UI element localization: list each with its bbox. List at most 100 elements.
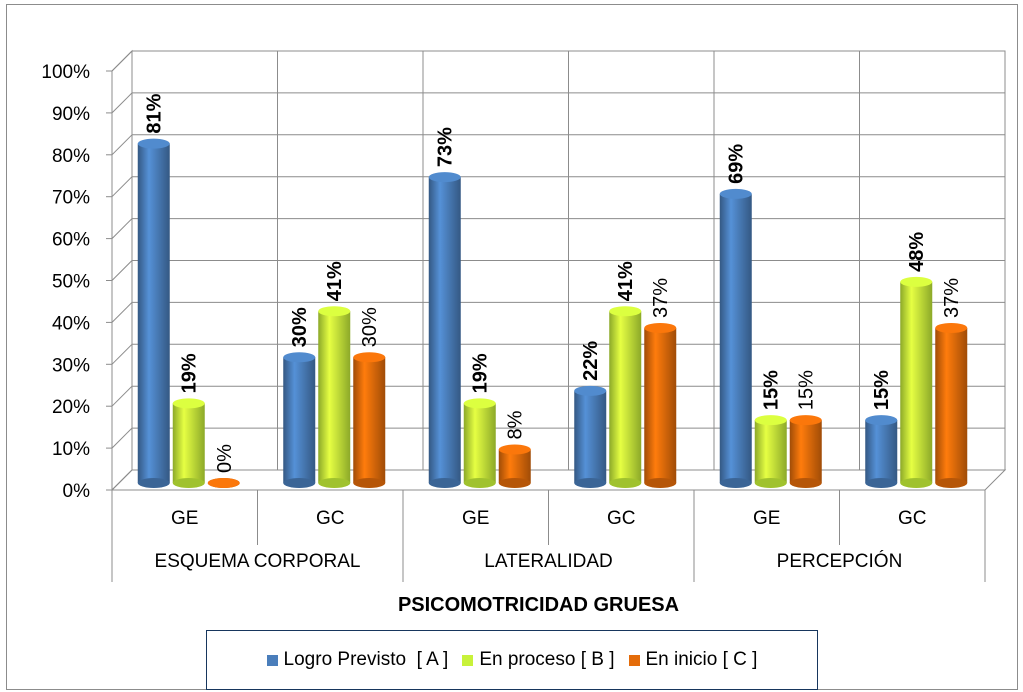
bar-top <box>719 188 752 199</box>
data-label: 19% <box>179 353 201 393</box>
y-tick-label: 100% <box>41 62 90 83</box>
bar-top <box>935 322 968 333</box>
bar-body <box>574 390 607 483</box>
bar-top <box>207 478 240 488</box>
y-tick-label: 0% <box>63 481 91 502</box>
data-label: 81% <box>144 93 166 133</box>
bar-body <box>353 357 386 483</box>
y-tick-label: 30% <box>52 355 90 376</box>
gridline-side <box>111 302 133 323</box>
data-label: 48% <box>906 232 928 272</box>
legend-swatch-c <box>628 654 640 666</box>
bar-body <box>172 403 205 483</box>
y-tick-label: 90% <box>52 104 90 125</box>
bar-body <box>498 449 531 483</box>
bar-base <box>283 478 316 488</box>
bar-body <box>935 327 968 483</box>
data-label: 41% <box>324 261 346 301</box>
bar-base <box>353 478 386 488</box>
bar-top <box>644 322 677 333</box>
bar-top <box>463 398 496 409</box>
bar-base <box>498 478 531 488</box>
data-label: 15% <box>871 370 893 410</box>
legend: Logro Previsto [ A ] En proceso [ B ] En… <box>206 630 818 690</box>
bar-base <box>574 478 607 488</box>
data-label: 73% <box>435 127 457 167</box>
data-label: 15% <box>796 370 818 410</box>
bar-body <box>865 420 898 483</box>
data-label: 0% <box>214 444 236 473</box>
bar-top <box>137 138 170 149</box>
group-label: PERCEPCIÓN <box>777 550 903 572</box>
bar-body <box>609 311 642 483</box>
bar-base <box>137 478 170 488</box>
data-label: 30% <box>289 307 311 347</box>
data-label: 8% <box>505 410 527 439</box>
bar-body <box>318 311 351 483</box>
gridline-side <box>111 218 133 239</box>
data-label: 30% <box>359 307 381 347</box>
bar-base <box>318 478 351 488</box>
data-label: 69% <box>726 144 748 184</box>
bar-base <box>754 478 787 488</box>
y-tick-label: 50% <box>52 272 90 293</box>
legend-item-b: En proceso [ B ] <box>462 649 615 671</box>
bar-body <box>463 403 496 483</box>
x-tick-label: GE <box>753 508 780 529</box>
gridline-side <box>111 134 133 156</box>
bar-base <box>463 478 496 488</box>
bar-body <box>644 327 677 483</box>
bar-top <box>789 415 822 426</box>
y-tick-label: 20% <box>52 397 90 418</box>
bar-base <box>172 478 205 488</box>
legend-swatch-b <box>462 654 474 666</box>
data-label: 22% <box>580 341 602 381</box>
bar-top <box>754 415 787 426</box>
gridline-side <box>111 385 133 407</box>
legend-label-b: En proceso [ B ] <box>479 649 615 670</box>
data-label: 19% <box>470 353 492 393</box>
bar-top <box>172 398 205 409</box>
x-tick-label: GC <box>607 508 636 529</box>
bar-base <box>789 478 822 488</box>
bar-body <box>789 420 822 483</box>
legend-swatch-a <box>266 654 278 666</box>
bar-top <box>574 385 607 396</box>
data-label: 41% <box>615 261 637 301</box>
gridline-side <box>111 50 133 72</box>
bar-body <box>428 177 461 483</box>
legend-item-c: En inicio [ C ] <box>628 649 757 671</box>
bar-top <box>498 444 531 455</box>
data-label: 37% <box>941 278 963 318</box>
x-axis-title: PSICOMOTRICIDAD GRUESA <box>398 594 679 616</box>
bar-body <box>900 281 933 483</box>
bar-body <box>137 143 170 484</box>
x-tick-label: GC <box>898 508 927 529</box>
group-label: ESQUEMA CORPORAL <box>155 551 361 572</box>
bar-body <box>719 193 752 483</box>
bar-base <box>609 478 642 488</box>
gridline-side <box>111 176 133 198</box>
gridline-side <box>111 469 133 491</box>
bar-top <box>353 352 386 363</box>
data-label: 15% <box>761 370 783 410</box>
x-tick-label: GC <box>316 508 345 529</box>
bar-top <box>609 306 642 317</box>
bar-base <box>935 478 968 488</box>
group-label: LATERALIDAD <box>484 551 612 572</box>
data-label: 37% <box>650 278 672 318</box>
gridline-side <box>111 92 133 114</box>
x-tick-label: GE <box>462 508 489 529</box>
legend-item-a: Logro Previsto [ A ] <box>266 649 448 671</box>
bar-base <box>900 478 933 488</box>
y-tick-label: 10% <box>52 439 90 460</box>
bar-base <box>719 478 752 488</box>
y-tick-label: 40% <box>52 313 90 334</box>
gridline-side <box>111 427 133 449</box>
bar-base <box>644 478 677 488</box>
bar-body <box>754 420 787 483</box>
bar-top <box>428 172 461 183</box>
bar-base <box>428 478 461 488</box>
x-tick-label: GE <box>171 508 198 529</box>
